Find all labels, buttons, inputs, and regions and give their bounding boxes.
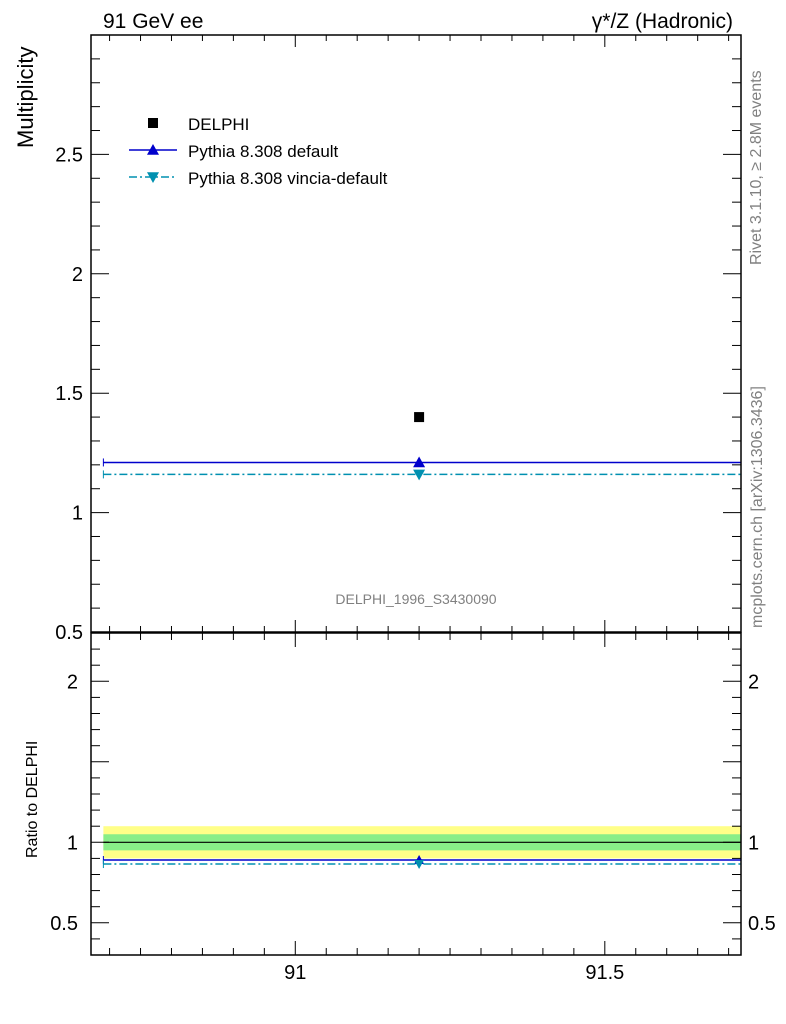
ratio-y-axis-title: Ratio to DELPHI: [24, 741, 41, 858]
ratio-y-tick-label-right-0.5: 0.5: [748, 913, 776, 935]
header-right: γ*/Z (Hadronic): [592, 10, 733, 33]
pythia-default-point: [413, 456, 426, 468]
ratio-y-tick-label-0.5: 0.5: [50, 913, 78, 935]
y-tick-label-1.5: 1.5: [55, 383, 83, 405]
legend: DELPHI Pythia 8.308 default Pythia 8.308 v…: [129, 115, 388, 188]
ratio-bands: [103, 826, 741, 859]
x-tick-label-91: 91: [284, 962, 306, 984]
main-series: [102, 412, 742, 481]
ratio-vincia-default-point: [414, 860, 425, 870]
legend-label-0: DELPHI: [188, 115, 249, 134]
ratio-ticks: 0.5 0.5 1 1 2 2 91 91.5: [50, 633, 776, 984]
mcplots-label: mcplots.cern.ch [arXiv:1306.3436]: [749, 386, 766, 628]
ratio-y-tick-label-2: 2: [67, 671, 78, 693]
legend-vincia-default-marker: [147, 172, 159, 183]
y-tick-label-0.5: 0.5: [55, 622, 83, 644]
vincia-default-point: [413, 469, 426, 481]
header-left: 91 GeV ee: [103, 10, 203, 33]
legend-pythia-default-marker: [147, 144, 159, 155]
legend-label-1: Pythia 8.308 default: [188, 142, 339, 161]
delphi-data-point: [414, 412, 425, 423]
y-axis-title: Multiplicity: [13, 47, 38, 148]
main-ticks: 0.5 1 1.5 2 2.5: [55, 35, 741, 644]
legend-label-2: Pythia 8.308 vincia-default: [188, 169, 388, 188]
ratio-y-tick-label-right-2: 2: [748, 671, 759, 693]
y-tick-label-2: 2: [72, 264, 83, 286]
y-tick-label-2.5: 2.5: [55, 144, 83, 166]
ratio-y-tick-label-right-1: 1: [748, 832, 759, 854]
rivet-label: Rivet 3.1.10, ≥ 2.8M events: [748, 70, 765, 265]
main-frame: [90, 34, 742, 633]
x-tick-label-91.5: 91.5: [585, 962, 624, 984]
ratio-series: [102, 855, 742, 870]
y-tick-label-1: 1: [72, 503, 83, 525]
ratio-frame: [90, 632, 742, 956]
ratio-y-tick-label-1: 1: [67, 832, 78, 854]
legend-delphi-marker: [148, 118, 158, 128]
analysis-watermark: DELPHI_1996_S3430090: [335, 591, 496, 607]
